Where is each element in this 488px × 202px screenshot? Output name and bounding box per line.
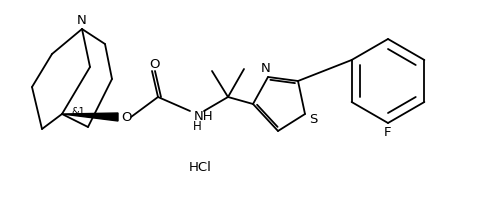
Text: F: F (384, 126, 391, 139)
Text: N: N (77, 14, 87, 27)
Text: HCl: HCl (188, 161, 211, 174)
Text: O: O (148, 57, 159, 70)
Text: &1: &1 (71, 106, 85, 116)
Text: NH: NH (194, 110, 213, 123)
Text: H: H (192, 119, 201, 132)
Text: S: S (308, 113, 317, 126)
Text: N: N (261, 62, 270, 75)
Text: O: O (121, 111, 131, 124)
Polygon shape (62, 114, 118, 121)
